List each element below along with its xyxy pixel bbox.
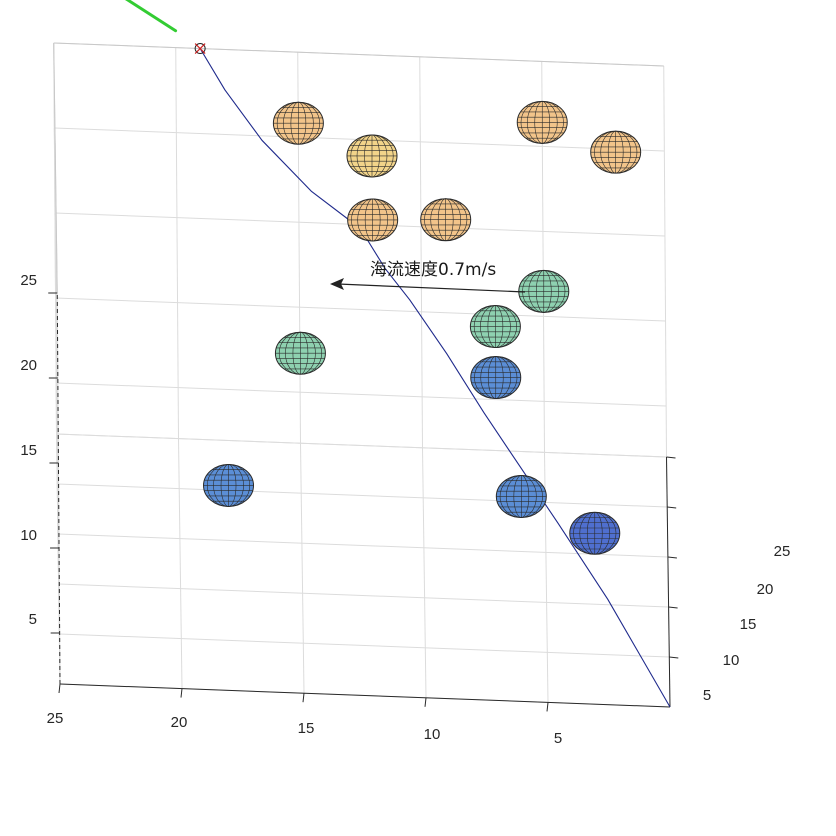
obstacle-sphere	[590, 130, 642, 174]
obstacle-sphere	[347, 198, 399, 242]
z-tick-label: 5	[29, 611, 37, 628]
x-axis-tick	[58, 683, 61, 694]
y-tick-label: 10	[723, 652, 740, 669]
obstacle-sphere	[272, 101, 324, 145]
obstacle-sphere	[274, 331, 326, 375]
floor-grid-line	[59, 633, 670, 658]
obstacle-sphere	[420, 198, 472, 242]
x-tick-label: 20	[171, 714, 188, 731]
start-marker-x	[194, 43, 206, 54]
start-marker-circle	[194, 43, 206, 55]
back-wall-grid-line	[419, 56, 423, 448]
x-tick-label: 5	[554, 730, 562, 747]
y-axis-tick	[667, 506, 677, 509]
tick-labels: 25 20 15 10 5 5 10 15 20 25 5 10 15 20 2…	[20, 272, 790, 747]
current-speed-label: 海流速度0.7m/s	[370, 260, 496, 280]
path-layer	[124, 0, 671, 708]
back-wall-grid-line	[56, 382, 667, 407]
y-tick-label: 15	[740, 616, 757, 633]
trajectory-line	[199, 48, 671, 708]
y-tick-label: 25	[774, 543, 791, 560]
back-wall-grid-line	[175, 47, 179, 439]
y-axis-tick	[668, 606, 678, 609]
floor-grid-line	[57, 483, 668, 508]
z-tick-label: 15	[20, 442, 37, 459]
back-wall-grid-line	[663, 65, 667, 458]
x-axis-tick	[546, 702, 549, 712]
obstacle-sphere	[203, 463, 255, 507]
obstacle-sphere	[518, 269, 570, 313]
z-tick-label: 10	[20, 527, 37, 544]
z-tick-label: 20	[20, 357, 37, 374]
box-edge	[53, 42, 664, 67]
floor-grid-line	[300, 443, 305, 694]
y-axis-line	[666, 456, 671, 708]
z-axis-line	[56, 292, 61, 685]
floor-grid-line	[57, 533, 668, 558]
x-axis-tick	[424, 697, 427, 707]
obstacle-sphere	[470, 356, 522, 400]
obstacle-sphere	[569, 511, 621, 555]
back-wall-grid-line	[56, 433, 667, 458]
obstacle-sphere	[495, 474, 547, 518]
floor-grid-line	[58, 583, 669, 608]
annotation-layer: 海流速度0.7m/s	[330, 260, 526, 293]
x-axis-tick	[302, 693, 305, 703]
z-tick-label: 25	[20, 272, 37, 289]
floor-grid-line	[178, 438, 183, 689]
current-arrow-head	[330, 278, 344, 290]
x-axis-tick	[180, 688, 183, 698]
obstacle-sphere	[469, 305, 521, 349]
floor-grid-line	[422, 447, 427, 698]
obstacle-sphere	[516, 100, 568, 144]
y-axis-tick	[666, 456, 676, 459]
y-axis-tick	[669, 656, 679, 659]
current-arrow	[337, 283, 526, 293]
box-edge	[53, 42, 58, 294]
x-axis-line	[59, 683, 671, 708]
y-axis-tick	[667, 556, 677, 559]
current-vector	[124, 0, 178, 33]
x-tick-label: 25	[47, 710, 64, 727]
x-tick-label: 15	[298, 720, 315, 737]
y-tick-label: 5	[703, 687, 711, 704]
axes-layer	[48, 292, 679, 712]
side-wall-grid-line	[53, 127, 59, 379]
obstacle-layer	[203, 100, 642, 555]
obstacle-sphere	[346, 134, 398, 178]
x-tick-label: 10	[424, 726, 441, 743]
y-tick-label: 20	[757, 581, 774, 598]
back-wall-grid-line	[55, 297, 666, 322]
